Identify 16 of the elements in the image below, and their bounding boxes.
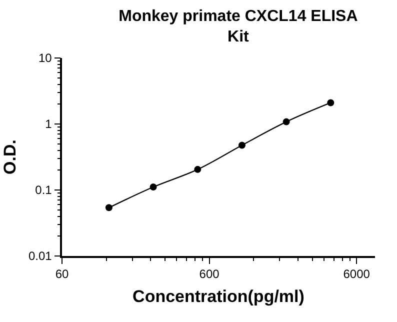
x-tick-label: 6000 [343, 267, 370, 282]
y-axis-title: O.D. [0, 140, 20, 174]
y-tick-label: 0.01 [28, 249, 52, 264]
chart-title: Monkey primate CXCL14 ELISA Kit [118, 8, 358, 46]
point [238, 142, 246, 149]
point [194, 166, 202, 173]
point [282, 118, 290, 126]
point [105, 204, 112, 212]
x-tick-label: 600 [199, 267, 220, 282]
point [327, 99, 334, 106]
x-tick-label: 60 [55, 267, 69, 282]
y-tick-label: 10 [38, 51, 52, 66]
y-tick-label: 0.1 [35, 183, 52, 198]
y-tick-label: 1 [45, 117, 52, 132]
point [150, 184, 157, 191]
x-axis-title: Concentration(pg/ml) [132, 287, 304, 306]
